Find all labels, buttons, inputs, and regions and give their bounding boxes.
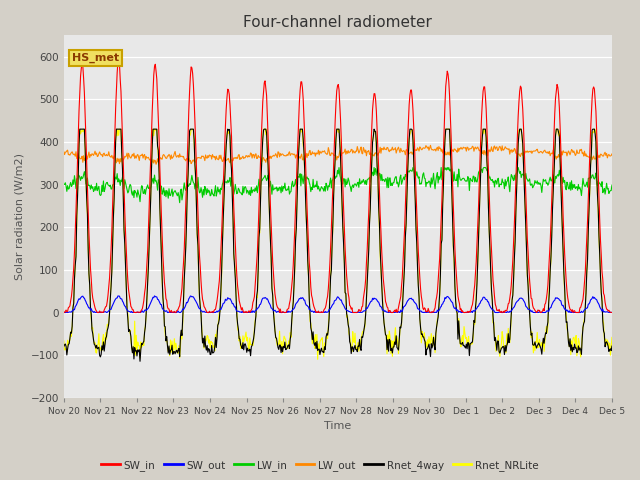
LW_out xyxy=(126,155,134,160)
Y-axis label: Solar radiation (W/m2): Solar radiation (W/m2) xyxy=(15,153,25,280)
Line: Rnet_4way: Rnet_4way xyxy=(64,129,612,361)
LW_in xyxy=(212,183,220,189)
Rnet_4way xyxy=(127,334,135,339)
Line: LW_out: LW_out xyxy=(64,145,612,164)
LW_in xyxy=(126,181,134,187)
SW_in xyxy=(608,310,616,315)
Rnet_NRLite xyxy=(60,338,68,344)
SW_out xyxy=(608,310,616,315)
SW_out xyxy=(60,310,68,315)
SW_in xyxy=(212,302,220,308)
LW_in xyxy=(70,181,77,187)
SW_in xyxy=(60,309,68,315)
Rnet_NRLite xyxy=(76,126,84,132)
SW_out xyxy=(405,296,413,302)
LW_out xyxy=(427,143,435,148)
Rnet_NRLite xyxy=(70,300,77,306)
SW_out xyxy=(150,293,158,299)
LW_out xyxy=(212,157,220,163)
Line: SW_out: SW_out xyxy=(64,296,612,312)
Rnet_4way xyxy=(70,300,77,306)
Rnet_4way xyxy=(60,344,68,349)
Line: Rnet_NRLite: Rnet_NRLite xyxy=(64,129,612,360)
LW_in xyxy=(406,168,413,173)
Line: LW_in: LW_in xyxy=(64,168,612,203)
Rnet_4way xyxy=(406,126,413,132)
SW_out xyxy=(70,307,77,312)
LW_out xyxy=(60,149,68,155)
LW_out xyxy=(608,151,616,157)
LW_out xyxy=(70,152,77,157)
Rnet_4way xyxy=(212,345,220,350)
LW_in xyxy=(608,182,616,188)
Rnet_NRLite xyxy=(127,338,135,344)
LW_in xyxy=(422,184,429,190)
Title: Four-channel radiometer: Four-channel radiometer xyxy=(243,15,432,30)
Rnet_4way xyxy=(422,352,429,358)
LW_out xyxy=(152,161,160,167)
LW_out xyxy=(421,145,429,151)
Rnet_4way xyxy=(76,126,84,132)
LW_in xyxy=(60,181,68,187)
SW_in xyxy=(61,310,68,315)
Rnet_NRLite xyxy=(212,331,220,337)
Legend: SW_in, SW_out, LW_in, LW_out, Rnet_4way, Rnet_NRLite: SW_in, SW_out, LW_in, LW_out, Rnet_4way,… xyxy=(97,456,543,475)
Text: HS_met: HS_met xyxy=(72,53,119,63)
SW_out xyxy=(182,300,190,305)
SW_in xyxy=(422,309,429,315)
SW_in xyxy=(406,92,413,98)
SW_in xyxy=(184,154,191,160)
LW_in xyxy=(182,184,190,190)
LW_out xyxy=(405,150,413,156)
LW_out xyxy=(182,156,190,162)
SW_in xyxy=(70,249,78,255)
SW_in xyxy=(115,58,122,64)
Rnet_4way xyxy=(136,359,144,364)
SW_out xyxy=(212,310,220,315)
Rnet_NRLite xyxy=(406,132,413,137)
LW_in xyxy=(370,165,378,170)
Rnet_4way xyxy=(184,188,191,193)
Rnet_NRLite xyxy=(314,357,321,362)
Rnet_4way xyxy=(608,343,616,349)
X-axis label: Time: Time xyxy=(324,421,351,432)
Line: SW_in: SW_in xyxy=(64,61,612,312)
LW_in xyxy=(176,200,184,205)
Rnet_NRLite xyxy=(608,335,616,340)
SW_out xyxy=(126,309,134,314)
Rnet_NRLite xyxy=(182,222,190,228)
SW_in xyxy=(128,305,136,311)
SW_out xyxy=(421,309,429,315)
Rnet_NRLite xyxy=(422,339,429,345)
